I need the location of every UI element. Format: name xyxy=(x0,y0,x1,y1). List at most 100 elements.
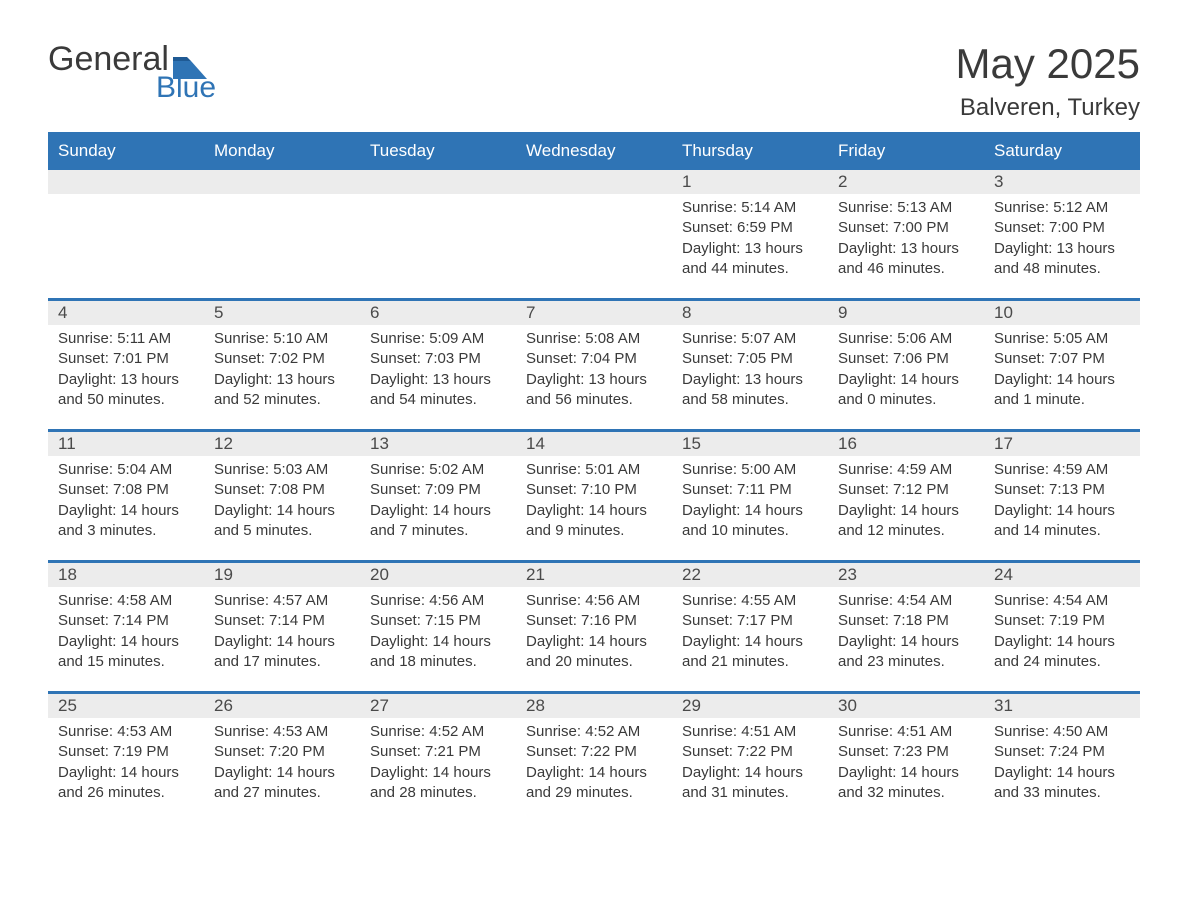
day-cell: 9Sunrise: 5:06 AMSunset: 7:06 PMDaylight… xyxy=(828,301,984,429)
sunrise-text: Sunrise: 4:59 AM xyxy=(994,460,1130,480)
daylight-text: Daylight: 13 hours and 54 minutes. xyxy=(370,370,506,411)
day-cell: 1Sunrise: 5:14 AMSunset: 6:59 PMDaylight… xyxy=(672,170,828,298)
day-number: 3 xyxy=(984,170,1140,194)
day-body: Sunrise: 5:08 AMSunset: 7:04 PMDaylight:… xyxy=(516,325,672,416)
day-body: Sunrise: 4:52 AMSunset: 7:21 PMDaylight:… xyxy=(360,718,516,809)
day-body: Sunrise: 4:51 AMSunset: 7:23 PMDaylight:… xyxy=(828,718,984,809)
daylight-text: Daylight: 14 hours and 5 minutes. xyxy=(214,501,350,542)
day-number: 21 xyxy=(516,563,672,587)
daylight-text: Daylight: 14 hours and 9 minutes. xyxy=(526,501,662,542)
day-cell: 10Sunrise: 5:05 AMSunset: 7:07 PMDayligh… xyxy=(984,301,1140,429)
day-number: 17 xyxy=(984,432,1140,456)
day-body: Sunrise: 5:11 AMSunset: 7:01 PMDaylight:… xyxy=(48,325,204,416)
sunrise-text: Sunrise: 4:56 AM xyxy=(526,591,662,611)
day-body xyxy=(204,194,360,204)
sunrise-text: Sunrise: 5:04 AM xyxy=(58,460,194,480)
day-body: Sunrise: 4:52 AMSunset: 7:22 PMDaylight:… xyxy=(516,718,672,809)
month-title: May 2025 xyxy=(956,40,1140,88)
day-body: Sunrise: 4:53 AMSunset: 7:19 PMDaylight:… xyxy=(48,718,204,809)
day-body: Sunrise: 4:54 AMSunset: 7:19 PMDaylight:… xyxy=(984,587,1140,678)
day-cell xyxy=(360,170,516,298)
daylight-text: Daylight: 14 hours and 7 minutes. xyxy=(370,501,506,542)
day-cell: 29Sunrise: 4:51 AMSunset: 7:22 PMDayligh… xyxy=(672,694,828,822)
day-body: Sunrise: 5:07 AMSunset: 7:05 PMDaylight:… xyxy=(672,325,828,416)
dow-cell: Tuesday xyxy=(360,135,516,167)
sunrise-text: Sunrise: 4:51 AM xyxy=(682,722,818,742)
sunrise-text: Sunrise: 5:00 AM xyxy=(682,460,818,480)
sunset-text: Sunset: 7:01 PM xyxy=(58,349,194,369)
header: General Blue May 2025 Balveren, Turkey xyxy=(48,40,1140,122)
logo-text-blue: Blue xyxy=(156,71,216,105)
sunrise-text: Sunrise: 4:58 AM xyxy=(58,591,194,611)
day-body: Sunrise: 4:56 AMSunset: 7:15 PMDaylight:… xyxy=(360,587,516,678)
daylight-text: Daylight: 13 hours and 58 minutes. xyxy=(682,370,818,411)
day-cell: 5Sunrise: 5:10 AMSunset: 7:02 PMDaylight… xyxy=(204,301,360,429)
daylight-text: Daylight: 13 hours and 46 minutes. xyxy=(838,239,974,280)
day-body xyxy=(360,194,516,204)
day-cell: 23Sunrise: 4:54 AMSunset: 7:18 PMDayligh… xyxy=(828,563,984,691)
week-row: 4Sunrise: 5:11 AMSunset: 7:01 PMDaylight… xyxy=(48,298,1140,429)
sunrise-text: Sunrise: 4:54 AM xyxy=(994,591,1130,611)
sunset-text: Sunset: 7:14 PM xyxy=(58,611,194,631)
daylight-text: Daylight: 14 hours and 23 minutes. xyxy=(838,632,974,673)
day-number xyxy=(48,170,204,194)
sunrise-text: Sunrise: 5:03 AM xyxy=(214,460,350,480)
location-label: Balveren, Turkey xyxy=(956,94,1140,122)
sunset-text: Sunset: 7:06 PM xyxy=(838,349,974,369)
sunrise-text: Sunrise: 5:12 AM xyxy=(994,198,1130,218)
day-number: 22 xyxy=(672,563,828,587)
sunset-text: Sunset: 7:16 PM xyxy=(526,611,662,631)
day-body: Sunrise: 4:57 AMSunset: 7:14 PMDaylight:… xyxy=(204,587,360,678)
day-number: 6 xyxy=(360,301,516,325)
day-cell xyxy=(204,170,360,298)
sunrise-text: Sunrise: 5:13 AM xyxy=(838,198,974,218)
day-body: Sunrise: 4:53 AMSunset: 7:20 PMDaylight:… xyxy=(204,718,360,809)
day-number: 28 xyxy=(516,694,672,718)
day-of-week-header: SundayMondayTuesdayWednesdayThursdayFrid… xyxy=(48,132,1140,167)
sunrise-text: Sunrise: 4:57 AM xyxy=(214,591,350,611)
daylight-text: Daylight: 14 hours and 0 minutes. xyxy=(838,370,974,411)
sunrise-text: Sunrise: 4:52 AM xyxy=(370,722,506,742)
sunset-text: Sunset: 7:04 PM xyxy=(526,349,662,369)
sunrise-text: Sunrise: 5:14 AM xyxy=(682,198,818,218)
day-cell: 15Sunrise: 5:00 AMSunset: 7:11 PMDayligh… xyxy=(672,432,828,560)
day-number: 14 xyxy=(516,432,672,456)
sunset-text: Sunset: 7:23 PM xyxy=(838,742,974,762)
day-body: Sunrise: 4:56 AMSunset: 7:16 PMDaylight:… xyxy=(516,587,672,678)
week-row: 18Sunrise: 4:58 AMSunset: 7:14 PMDayligh… xyxy=(48,560,1140,691)
calendar: SundayMondayTuesdayWednesdayThursdayFrid… xyxy=(48,132,1140,822)
sunrise-text: Sunrise: 5:05 AM xyxy=(994,329,1130,349)
day-number: 9 xyxy=(828,301,984,325)
sunrise-text: Sunrise: 5:06 AM xyxy=(838,329,974,349)
day-cell: 7Sunrise: 5:08 AMSunset: 7:04 PMDaylight… xyxy=(516,301,672,429)
sunset-text: Sunset: 7:22 PM xyxy=(682,742,818,762)
day-cell: 26Sunrise: 4:53 AMSunset: 7:20 PMDayligh… xyxy=(204,694,360,822)
day-cell: 16Sunrise: 4:59 AMSunset: 7:12 PMDayligh… xyxy=(828,432,984,560)
sunset-text: Sunset: 7:22 PM xyxy=(526,742,662,762)
sunrise-text: Sunrise: 5:11 AM xyxy=(58,329,194,349)
sunrise-text: Sunrise: 4:51 AM xyxy=(838,722,974,742)
day-cell: 21Sunrise: 4:56 AMSunset: 7:16 PMDayligh… xyxy=(516,563,672,691)
daylight-text: Daylight: 14 hours and 10 minutes. xyxy=(682,501,818,542)
day-body: Sunrise: 4:54 AMSunset: 7:18 PMDaylight:… xyxy=(828,587,984,678)
sunset-text: Sunset: 7:24 PM xyxy=(994,742,1130,762)
sunrise-text: Sunrise: 4:50 AM xyxy=(994,722,1130,742)
day-number: 12 xyxy=(204,432,360,456)
dow-cell: Sunday xyxy=(48,135,204,167)
day-body: Sunrise: 5:05 AMSunset: 7:07 PMDaylight:… xyxy=(984,325,1140,416)
day-number: 23 xyxy=(828,563,984,587)
day-body: Sunrise: 5:06 AMSunset: 7:06 PMDaylight:… xyxy=(828,325,984,416)
dow-cell: Wednesday xyxy=(516,135,672,167)
day-number: 20 xyxy=(360,563,516,587)
day-number: 15 xyxy=(672,432,828,456)
day-number: 31 xyxy=(984,694,1140,718)
daylight-text: Daylight: 14 hours and 14 minutes. xyxy=(994,501,1130,542)
sunset-text: Sunset: 7:19 PM xyxy=(994,611,1130,631)
daylight-text: Daylight: 14 hours and 20 minutes. xyxy=(526,632,662,673)
sunrise-text: Sunrise: 4:53 AM xyxy=(58,722,194,742)
sunset-text: Sunset: 7:09 PM xyxy=(370,480,506,500)
day-number: 11 xyxy=(48,432,204,456)
day-cell: 24Sunrise: 4:54 AMSunset: 7:19 PMDayligh… xyxy=(984,563,1140,691)
sunset-text: Sunset: 7:18 PM xyxy=(838,611,974,631)
day-cell: 18Sunrise: 4:58 AMSunset: 7:14 PMDayligh… xyxy=(48,563,204,691)
